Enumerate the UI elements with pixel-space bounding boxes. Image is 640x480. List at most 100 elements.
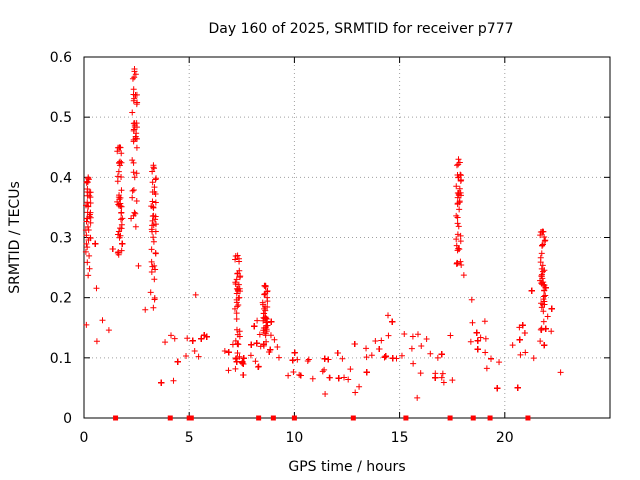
data-point bbox=[455, 223, 462, 230]
data-point bbox=[84, 203, 91, 210]
data-point bbox=[398, 352, 405, 359]
data-point bbox=[261, 291, 268, 298]
data-point bbox=[264, 288, 271, 295]
x-tick-label: 10 bbox=[285, 430, 303, 446]
data-point bbox=[322, 391, 329, 398]
data-point bbox=[148, 226, 155, 233]
data-point bbox=[130, 127, 137, 134]
data-point bbox=[468, 296, 475, 303]
data-point bbox=[195, 353, 202, 360]
data-point bbox=[496, 359, 503, 366]
data-point bbox=[455, 174, 462, 181]
data-point bbox=[84, 223, 91, 230]
zero-point bbox=[447, 415, 453, 421]
data-point bbox=[389, 318, 396, 325]
data-point bbox=[232, 365, 239, 372]
data-point bbox=[456, 159, 463, 166]
data-point bbox=[130, 169, 137, 176]
data-point bbox=[253, 340, 260, 347]
data-point bbox=[151, 165, 158, 172]
y-tick-label: 0.3 bbox=[50, 231, 72, 247]
data-point bbox=[537, 232, 544, 239]
data-point bbox=[544, 313, 551, 320]
data-point bbox=[87, 219, 94, 226]
data-points bbox=[82, 66, 564, 421]
data-point bbox=[114, 148, 121, 155]
data-point bbox=[129, 75, 136, 82]
data-point bbox=[339, 355, 346, 362]
data-point bbox=[457, 232, 464, 239]
data-point bbox=[150, 304, 157, 311]
data-point bbox=[84, 244, 91, 251]
data-point bbox=[118, 150, 125, 157]
data-point bbox=[93, 285, 100, 292]
data-point bbox=[92, 240, 99, 247]
data-point bbox=[134, 99, 141, 106]
data-point bbox=[321, 355, 328, 362]
data-point bbox=[99, 317, 106, 324]
data-point bbox=[341, 374, 348, 381]
data-point bbox=[236, 328, 243, 335]
data-point bbox=[262, 330, 269, 337]
data-point bbox=[86, 213, 93, 220]
data-point bbox=[83, 179, 90, 186]
data-point bbox=[149, 168, 156, 175]
data-point bbox=[521, 329, 528, 336]
data-point bbox=[168, 332, 175, 339]
data-point bbox=[83, 232, 90, 239]
data-point bbox=[131, 66, 138, 73]
data-point bbox=[142, 306, 149, 313]
data-point bbox=[372, 338, 379, 345]
data-point bbox=[130, 186, 137, 193]
data-point bbox=[538, 265, 545, 272]
data-point bbox=[129, 194, 136, 201]
data-point bbox=[130, 159, 137, 166]
data-point bbox=[304, 357, 311, 364]
data-point bbox=[248, 341, 255, 348]
y-tick-label: 0.2 bbox=[50, 291, 72, 307]
data-point bbox=[232, 281, 239, 288]
data-point bbox=[408, 345, 415, 352]
zero-point bbox=[188, 415, 194, 421]
y-tick-label: 0 bbox=[63, 411, 72, 427]
data-point bbox=[262, 314, 269, 321]
data-point bbox=[115, 251, 122, 258]
data-point bbox=[456, 206, 463, 213]
data-point bbox=[150, 238, 157, 245]
data-point bbox=[85, 237, 92, 244]
data-point bbox=[118, 174, 125, 181]
data-point bbox=[83, 321, 90, 328]
data-point bbox=[132, 210, 139, 217]
data-point bbox=[294, 356, 301, 363]
data-point bbox=[198, 335, 205, 342]
data-point bbox=[530, 355, 537, 362]
data-point bbox=[152, 221, 159, 228]
data-point bbox=[117, 200, 124, 207]
data-point bbox=[148, 258, 155, 265]
data-point bbox=[119, 215, 126, 222]
data-point bbox=[449, 377, 456, 384]
data-point bbox=[418, 343, 425, 350]
data-point bbox=[256, 331, 263, 338]
data-point bbox=[129, 187, 136, 194]
data-point bbox=[376, 345, 383, 352]
data-point bbox=[457, 258, 464, 265]
data-point bbox=[132, 135, 139, 142]
data-point bbox=[118, 210, 125, 217]
data-point bbox=[305, 356, 312, 363]
data-point bbox=[378, 337, 385, 344]
zero-point bbox=[270, 415, 276, 421]
data-point bbox=[363, 369, 370, 376]
data-point bbox=[152, 249, 159, 256]
data-point bbox=[267, 332, 274, 339]
y-tick-label: 0.6 bbox=[50, 50, 72, 66]
data-point bbox=[153, 175, 160, 182]
data-point bbox=[319, 368, 326, 375]
data-point bbox=[352, 389, 359, 396]
data-point bbox=[149, 188, 156, 195]
data-point bbox=[174, 358, 181, 365]
data-point bbox=[458, 261, 465, 268]
data-point bbox=[133, 144, 140, 151]
data-point bbox=[233, 358, 240, 365]
data-point bbox=[455, 156, 462, 163]
